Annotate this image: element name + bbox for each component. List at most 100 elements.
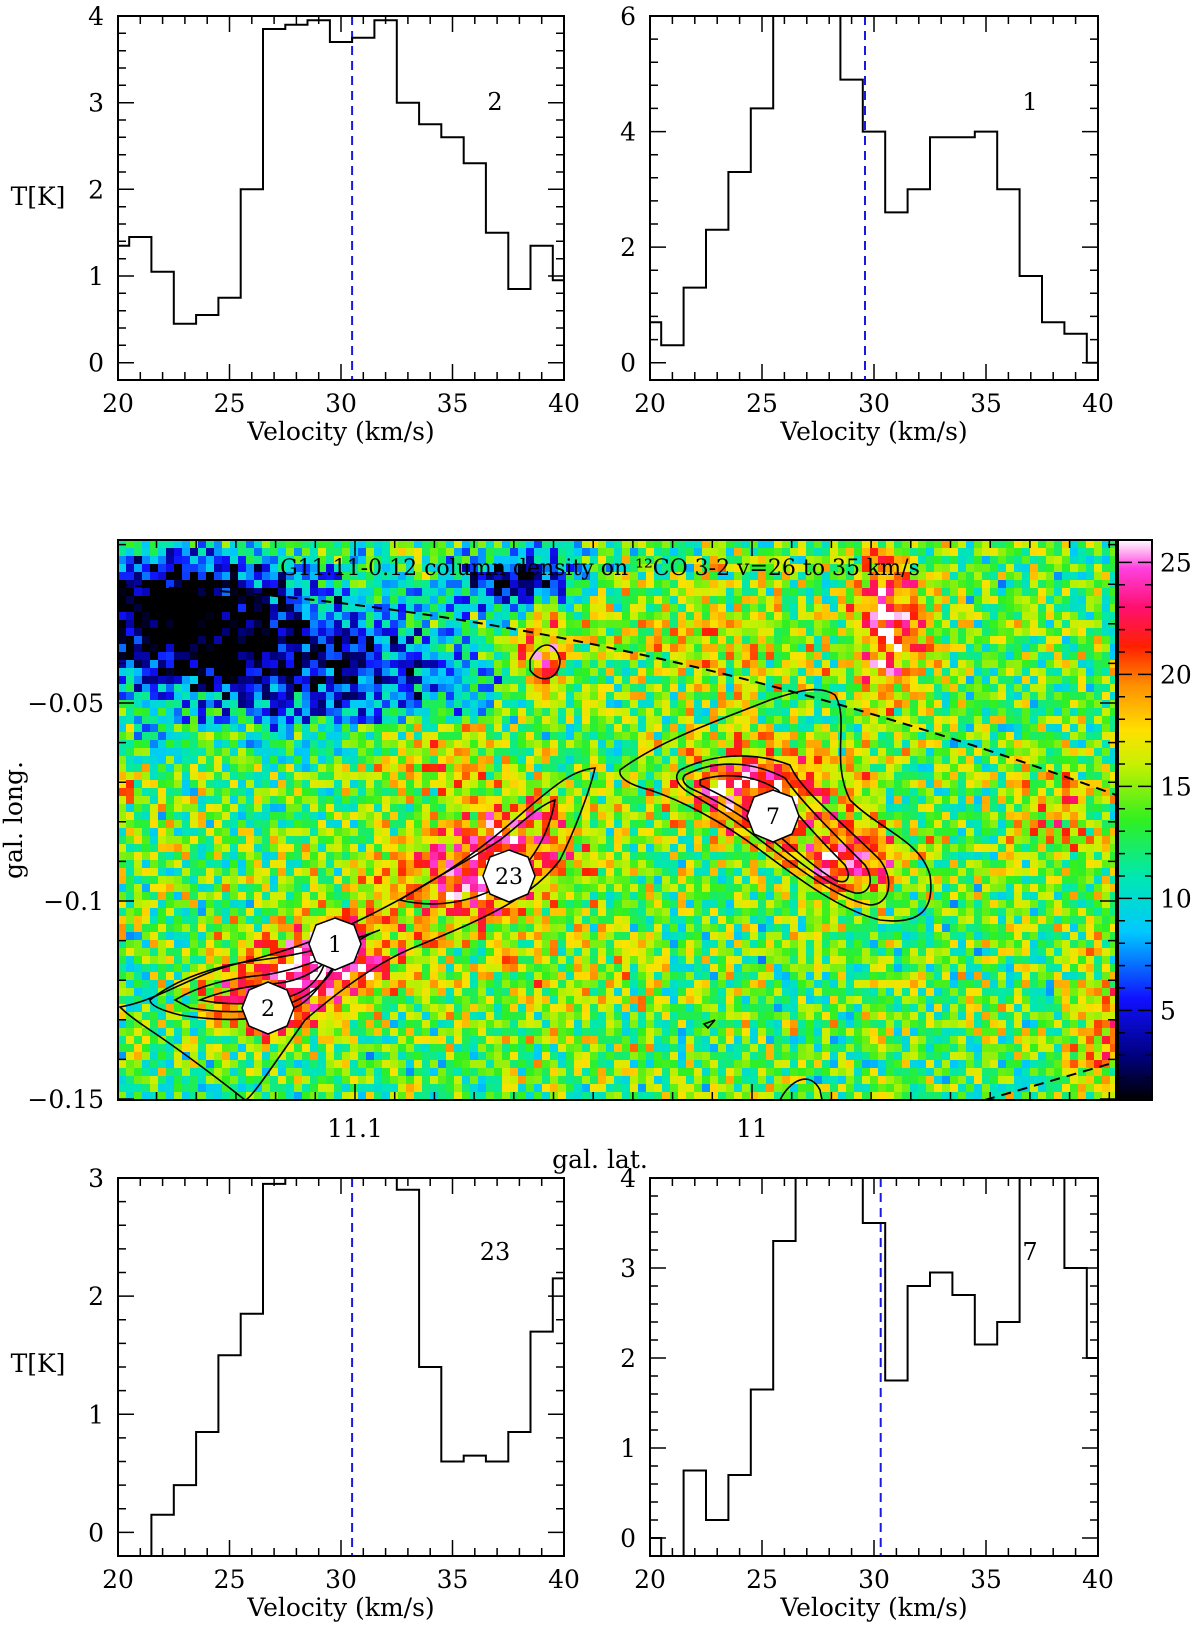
y-tick-labels: 0 1 2 3 — [88, 1164, 104, 1547]
x-tick-labels: 20 25 30 35 40 — [634, 1565, 1114, 1594]
spectrum-trace — [650, 15, 1098, 364]
marker-23: 23 — [482, 849, 536, 903]
x-tick-label: 30 — [858, 389, 890, 418]
y-tick-label: 0 — [88, 349, 104, 378]
spectrum-panel-1: 20 25 30 35 40 0 2 4 6 1 Velocity (km/s) — [620, 2, 1114, 446]
map-x-axis-label: gal. lat. — [552, 1145, 648, 1174]
tick-marks — [649, 1177, 1099, 1557]
x-axis-label: Velocity (km/s) — [779, 417, 967, 446]
y-axis-label: T[K] — [11, 1349, 66, 1378]
position-markers: 1 2 23 7 — [241, 789, 800, 1035]
x-tick-labels: 20 25 30 35 40 — [102, 389, 580, 418]
x-tick-label: 25 — [214, 389, 246, 418]
colorbar-tick-label: 15 — [1160, 772, 1192, 801]
y-tick-label: 1 — [88, 262, 104, 291]
map-y-axis-label: gal. long. — [0, 761, 28, 879]
spectrum-trace — [650, 1177, 1098, 1557]
plot-frame — [117, 15, 565, 381]
map-pixels — [118, 540, 1116, 1100]
plot-frame — [649, 1177, 1099, 1557]
x-tick-label: 20 — [102, 1565, 134, 1594]
contour-mid-b2 — [682, 763, 871, 894]
x-tick-label: 35 — [437, 389, 469, 418]
contour-outer-b — [619, 688, 932, 922]
marker-label: 23 — [495, 865, 523, 890]
x-tick-label: 40 — [1082, 389, 1114, 418]
x-tick-label: 35 — [437, 1565, 469, 1594]
boundary-dashed-line-lower — [984, 1061, 1116, 1100]
marker-7: 7 — [746, 789, 800, 843]
y-tick-label: 2 — [620, 233, 636, 262]
spectrum-label: 23 — [480, 1238, 511, 1266]
tick-path — [649, 1177, 1099, 1557]
contour-mid-b — [398, 798, 557, 905]
marker-label: 1 — [328, 933, 342, 958]
x-tick-label: 40 — [548, 1565, 580, 1594]
contour-mid-b1 — [675, 755, 890, 906]
y-tick-label: −0.1 — [43, 887, 104, 916]
contour-tick — [702, 1019, 716, 1030]
x-tick-label: 30 — [325, 1565, 357, 1594]
colorbar-tick-label: 5 — [1160, 996, 1176, 1025]
colorbar-tick-label: 10 — [1160, 884, 1192, 913]
spectrum-panel-7: 20 25 30 35 40 0 1 2 3 4 7 Velocity (km/s) — [620, 1164, 1114, 1622]
y-tick-label: 2 — [88, 1282, 104, 1311]
x-axis-label: Velocity (km/s) — [246, 417, 434, 446]
x-tick-label: 40 — [548, 389, 580, 418]
boundary-dashed-line — [118, 584, 1116, 796]
y-tick-label: −0.05 — [27, 689, 104, 718]
y-tick-label: 3 — [88, 89, 104, 118]
y-tick-label: 3 — [620, 1254, 636, 1283]
x-tick-label: 30 — [325, 389, 357, 418]
spectrum-panel-2: 20 25 30 35 40 0 1 2 3 4 2 Velocity (km/s) T[K] — [11, 2, 580, 446]
map-tick-marks — [118, 540, 1116, 1100]
tick-path — [117, 15, 565, 381]
x-tick-label: 20 — [634, 389, 666, 418]
marker-2: 2 — [241, 981, 295, 1035]
y-tick-label: 0 — [620, 1524, 636, 1553]
colorbar — [1118, 540, 1152, 1100]
colorbar-tick-label: 25 — [1160, 548, 1192, 577]
spectrum-label: 7 — [1022, 1238, 1037, 1266]
colorbar-tick-label: 20 — [1160, 660, 1192, 689]
y-tick-label: 2 — [620, 1344, 636, 1373]
x-tick-label: 25 — [746, 389, 778, 418]
marker-label: 7 — [766, 805, 780, 830]
x-tick-label: 11.1 — [327, 1114, 383, 1143]
x-axis-label: Velocity (km/s) — [779, 1593, 967, 1622]
y-tick-label: 1 — [88, 1400, 104, 1429]
y-tick-label: 0 — [620, 349, 636, 378]
tick-marks — [117, 1177, 565, 1557]
tick-marks — [649, 15, 1099, 380]
y-tick-label: 1 — [620, 1434, 636, 1463]
spectrum-label: 1 — [1022, 88, 1037, 116]
map-title: G11.11-0.12 column density on ¹²CO 3-2 v… — [280, 556, 920, 581]
spectrum-trace — [118, 19, 564, 325]
tick-marks — [117, 15, 565, 381]
y-tick-label: 4 — [620, 118, 636, 147]
plot-frame — [117, 1177, 565, 1557]
map-x-tick-labels: 11.1 11 — [327, 1114, 768, 1143]
contour-small — [529, 644, 561, 680]
plot-frame — [649, 15, 1099, 381]
y-tick-label: 4 — [88, 2, 104, 31]
map-y-tick-labels: −0.05 −0.1 −0.15 — [27, 689, 104, 1114]
x-tick-label: 25 — [746, 1565, 778, 1594]
colorbar-frame — [1117, 539, 1153, 1101]
column-density-map: 1 2 23 7 G11.11-0.12 column density on ¹… — [0, 539, 1192, 1174]
x-axis-label: Velocity (km/s) — [246, 1593, 434, 1622]
y-axis-label: T[K] — [11, 182, 66, 211]
y-tick-labels: 0 1 2 3 4 — [88, 2, 104, 378]
y-tick-labels: 0 1 2 3 4 — [620, 1164, 636, 1553]
contour-edge — [779, 1078, 823, 1100]
x-tick-label: 30 — [858, 1565, 890, 1594]
y-tick-label: 0 — [88, 1518, 104, 1547]
y-tick-label: 3 — [88, 1164, 104, 1193]
y-tick-label: 6 — [620, 2, 636, 31]
x-tick-label: 11 — [736, 1114, 768, 1143]
y-tick-labels: 0 2 4 6 — [620, 2, 636, 378]
tick-path — [649, 15, 1099, 380]
x-tick-label: 35 — [970, 389, 1002, 418]
